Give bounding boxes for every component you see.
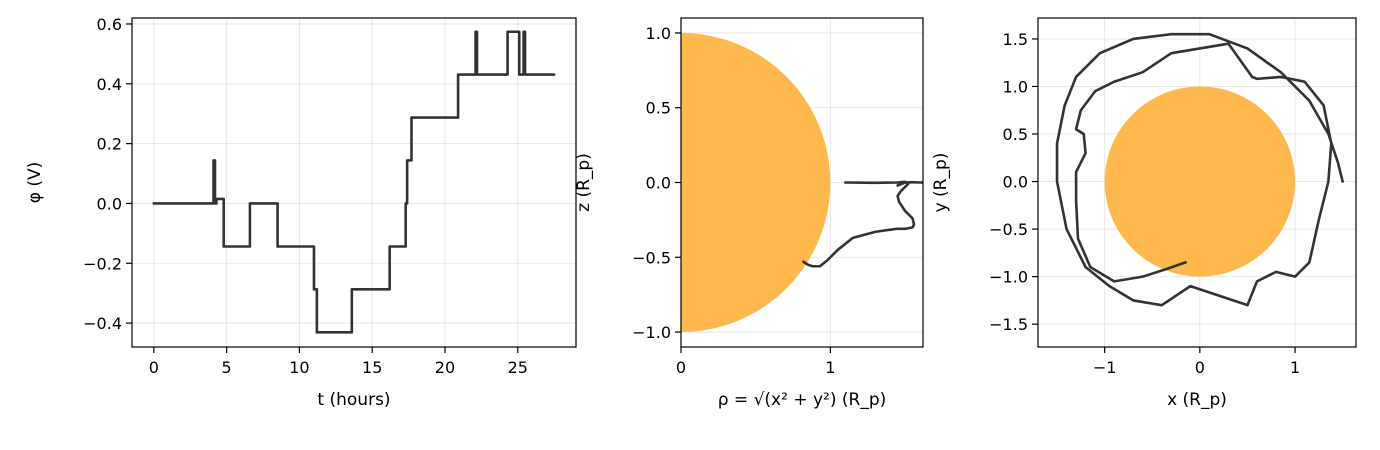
x-tick-label: −1 [1093,358,1117,377]
trajectory-line [896,180,923,187]
x-tick-label: 0 [1195,358,1205,377]
x-axis-label: ρ = √(x² + y²) (R_p) [718,390,887,410]
x-tick-label: 20 [435,358,455,377]
x-tick-label: 5 [222,358,232,377]
planet-half-disk [681,32,831,333]
rho-z-panel: 0 1 −1.0 −0.5 0.0 0.5 1.0 ρ = √(x² + y²) (R_p) z… [574,17,924,410]
x-axis-label: t (hours) [317,390,390,410]
x-tick-label: 0 [676,358,686,377]
trajectory-line [152,30,556,334]
y-axis-label: y (R_p) [931,153,951,213]
y-tick-label: −1.0 [632,323,671,342]
y-axis-label: z (R_p) [574,153,594,212]
axes-frame [131,17,577,348]
x-tick-label: 10 [289,358,309,377]
y-tick-label: −0.5 [989,220,1028,239]
y-tick-label: 1.0 [646,24,671,43]
y-tick-label: 0.0 [1003,173,1028,192]
y-tick-label: −1.0 [989,268,1028,287]
y-tick-label: 0.5 [646,99,671,118]
y-tick-label: 1.5 [1003,30,1028,49]
y-tick-label: −0.4 [83,314,122,333]
axes-frame [1037,17,1357,348]
trajectory-line [1055,32,1344,307]
y-tick-label: 1.0 [1003,77,1028,96]
y-tick-label: 0.0 [97,194,122,213]
x-tick-label: 1 [825,358,835,377]
x-tick-label: 25 [508,358,528,377]
x-tick-label: 15 [362,358,382,377]
y-tick-label: 0.4 [97,75,122,94]
y-tick-label: 0.6 [97,15,122,34]
y-tick-label: 0.5 [1003,125,1028,144]
phi-vs-time-panel: 0 5 10 15 20 25 −0.4 −0.2 0.0 0.2 0.4 0.6 t (hours) φ… [25,15,577,410]
y-tick-label: −0.5 [632,248,671,267]
y-tick-label: 0.2 [97,135,122,154]
y-tick-label: −0.2 [83,254,122,273]
planet-disk [1104,86,1296,277]
y-tick-label: −1.5 [989,315,1028,334]
y-tick-label: 0.0 [646,174,671,193]
x-axis-label: x (R_p) [1167,390,1227,410]
x-tick-label: 0 [149,358,159,377]
y-axis-label: φ (V) [25,162,45,204]
xy-panel: −1 0 1 −1.5 −1.0 −0.5 0.0 0.5 1.0 1.5 x (R_p) y (R_… [931,17,1357,410]
x-tick-label: 1 [1290,358,1300,377]
